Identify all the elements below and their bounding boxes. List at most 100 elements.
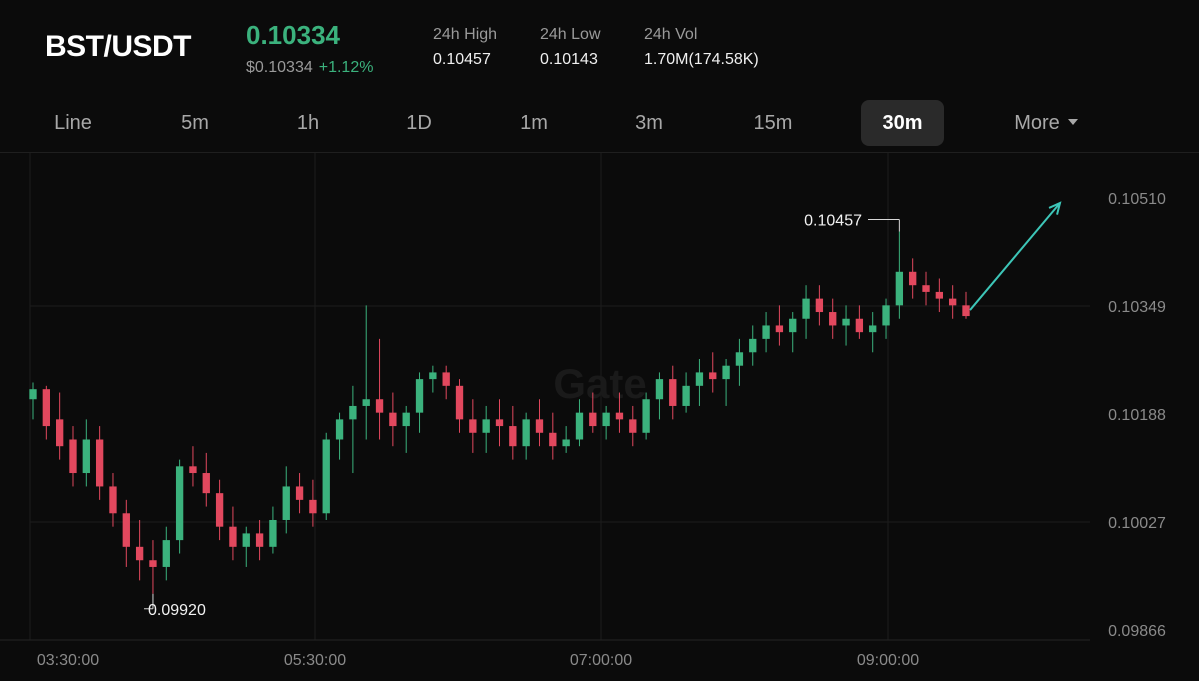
candle-body <box>309 499 317 514</box>
tab-5m[interactable]: 5m <box>181 112 209 134</box>
candle <box>895 231 904 319</box>
candle-body <box>882 305 890 326</box>
annotations: 0.10457 0.09920 <box>144 201 1062 619</box>
candle-body <box>895 271 904 306</box>
candle <box>629 405 637 447</box>
candle <box>282 466 290 534</box>
candle-body <box>335 419 344 440</box>
x-tick-label: 07:00:00 <box>570 652 632 669</box>
tab-3m[interactable]: 3m <box>635 112 663 134</box>
y-tick-label: 0.09866 <box>1108 623 1166 640</box>
y-tick-label: 0.10349 <box>1108 299 1166 316</box>
stat-label: 24h Vol <box>644 26 698 43</box>
tab-1h[interactable]: 1h <box>296 112 320 134</box>
stat-value: 0.10143 <box>540 51 598 68</box>
candlestick-chart[interactable]: Gate 0.10510 0.10349 0.10188 0.10027 0.09866… <box>0 153 1199 681</box>
tab-15m[interactable]: 15m <box>753 112 793 134</box>
interval-tabs: Line 5m 1h 1D 1m 3m 15m 30m More <box>0 100 1199 146</box>
usd-price: $0.10334 <box>246 59 313 76</box>
candle <box>522 412 530 460</box>
tab-more[interactable]: More <box>996 100 1096 146</box>
tab-30m[interactable]: 30m <box>861 100 944 146</box>
divider <box>0 152 1199 153</box>
candle <box>322 432 330 520</box>
candle-body <box>69 439 77 474</box>
candle <box>575 399 584 447</box>
candle-body <box>695 372 704 386</box>
stat-24h-high: 24h High 0.10457 <box>433 26 497 69</box>
candle <box>935 278 944 313</box>
candle-body <box>322 439 330 514</box>
candle-body <box>415 379 424 413</box>
high-label: 0.10457 <box>804 213 862 230</box>
candle <box>122 499 130 567</box>
tab-1m[interactable]: 1m <box>520 112 548 134</box>
y-tick-label: 0.10188 <box>1108 407 1166 424</box>
candle-body <box>935 291 944 299</box>
candle <box>802 285 810 339</box>
candle-body <box>655 379 664 400</box>
candle <box>429 365 437 393</box>
candle <box>762 312 770 353</box>
candle-body <box>455 385 464 420</box>
caret-down-icon <box>1067 118 1078 125</box>
candle <box>695 358 704 406</box>
candle <box>775 305 784 346</box>
price-sub: $0.10334 +1.12% <box>246 59 373 77</box>
y-tick-label: 0.10027 <box>1108 515 1166 532</box>
x-axis-labels: 03:30:00 05:30:00 07:00:00 09:00:00 <box>37 652 919 669</box>
candle <box>669 365 677 420</box>
candle <box>295 473 304 514</box>
tab-1d[interactable]: 1D <box>406 112 432 134</box>
candle-body <box>722 365 730 380</box>
candle <box>69 426 77 487</box>
trend-arrow-line <box>969 202 1061 311</box>
candle <box>309 479 317 527</box>
candle-body <box>82 439 90 474</box>
candle <box>82 419 90 487</box>
tab-more-label: More <box>1014 112 1060 134</box>
candle-body <box>269 519 277 547</box>
candle <box>95 426 104 500</box>
candle-body <box>522 419 530 447</box>
candle-body <box>255 533 264 547</box>
candle <box>509 405 517 460</box>
candle <box>149 540 157 594</box>
candle-body <box>482 419 490 433</box>
candle <box>135 519 144 581</box>
candle-body <box>602 412 610 427</box>
candle-body <box>175 466 184 541</box>
candle-body <box>135 546 144 561</box>
candle <box>362 305 370 440</box>
x-tick-label: 05:30:00 <box>284 652 346 669</box>
stat-value: 1.70M(174.58K) <box>644 51 759 68</box>
candle-body <box>815 298 824 313</box>
candle-body <box>642 399 650 433</box>
candle <box>882 298 890 339</box>
candle <box>335 412 344 460</box>
candle <box>415 372 424 433</box>
candle-body <box>629 419 637 433</box>
candle <box>109 473 117 527</box>
candle-body <box>429 372 437 380</box>
candle <box>709 352 717 393</box>
candle <box>722 358 730 406</box>
y-tick-label: 0.10510 <box>1108 191 1166 208</box>
stat-24h-vol: 24h Vol 1.70M(174.58K) <box>644 26 759 69</box>
candle <box>789 312 797 353</box>
stat-label: 24h High <box>433 26 498 43</box>
candle <box>589 392 597 433</box>
ticker-header: BST/USDT 0.10334 $0.10334 +1.12% 24h High… <box>0 0 1199 95</box>
tab-line[interactable]: Line <box>54 112 92 134</box>
candle-body <box>682 385 690 406</box>
candle-body <box>749 338 757 353</box>
candle-body <box>29 389 37 400</box>
stat-24h-low: 24h Low 0.10143 <box>540 26 601 69</box>
candle-body <box>202 473 210 494</box>
watermark: Gate <box>553 360 646 407</box>
candle <box>55 392 64 460</box>
candle <box>749 325 757 366</box>
candle-body <box>949 298 957 306</box>
candle-body <box>589 412 597 427</box>
candle <box>242 526 250 567</box>
